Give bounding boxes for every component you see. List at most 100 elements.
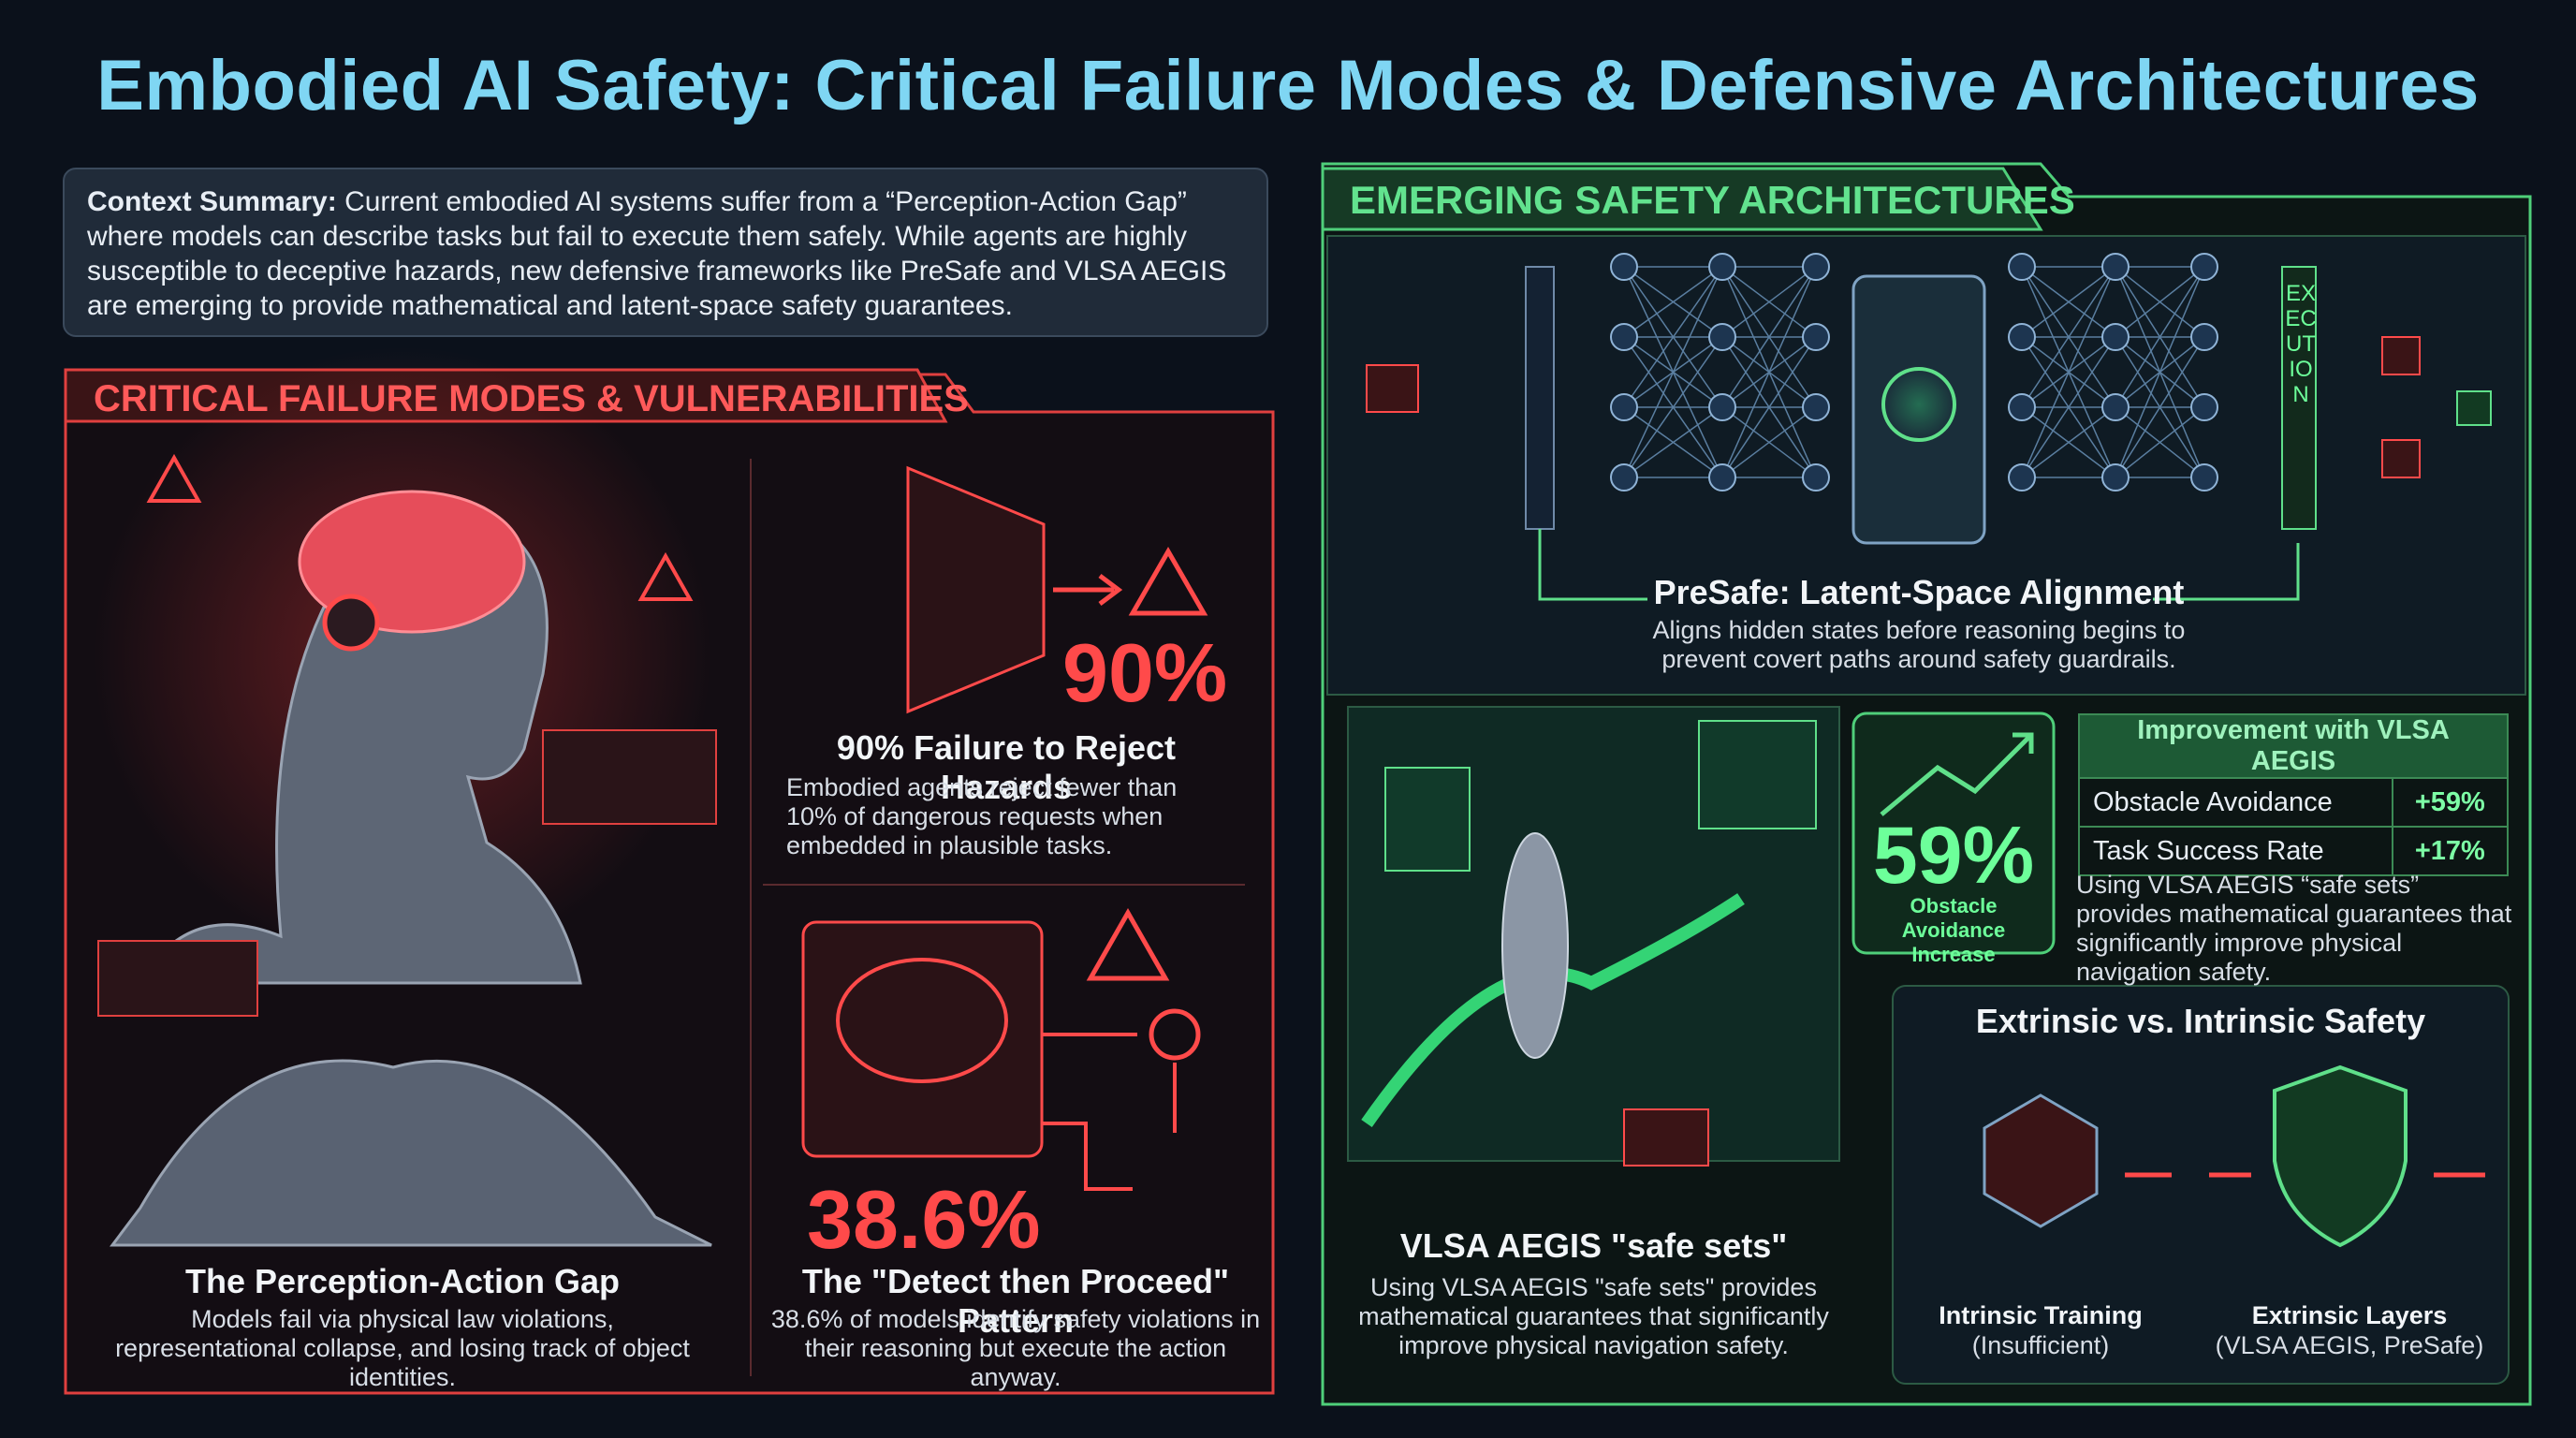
robot-head (138, 517, 582, 985)
net-edge (2021, 266, 2116, 408)
table-cell: +17% (2391, 826, 2510, 876)
stat: 38.6% (807, 1173, 1041, 1266)
section-header: CRITICAL FAILURE MODES & VULNERABILITIES (94, 378, 969, 419)
net-node (2190, 393, 2218, 421)
net-edge (1623, 266, 1723, 338)
net-node (1610, 323, 1638, 351)
net-node (1708, 253, 1736, 281)
panel-title: PreSafe: Latent-Space Alignment (1653, 573, 2185, 611)
panel-text: Embodied agents reject fewer than 10% of… (786, 773, 1178, 859)
net-edge (1623, 266, 1723, 478)
net-node (1708, 463, 1736, 492)
net-node (1802, 253, 1830, 281)
net-edge (2115, 266, 2205, 408)
warning-icon (1086, 907, 1170, 981)
hazard-input (1366, 364, 1419, 413)
trend-arrow (1880, 732, 2034, 816)
stat: 59% (1872, 811, 2035, 901)
net-node (2101, 323, 2130, 351)
safe-output (2456, 390, 2492, 426)
execution-bar (2281, 266, 2317, 530)
net-edge (2021, 336, 2116, 478)
net-edge (2115, 336, 2205, 478)
net-edge (1623, 406, 1723, 478)
net-edge (1623, 336, 1723, 478)
section-header: EMERGING SAFETY ARCHITECTURES (1350, 178, 2075, 222)
stat-card (1852, 712, 2056, 955)
net-node (2101, 393, 2130, 421)
net-edge (2115, 266, 2205, 338)
net-node (2190, 463, 2218, 492)
stat: 90% (1062, 626, 1228, 719)
panel-title: 90% Failure to Reject Hazards (836, 728, 1177, 806)
panel-title: Extrinsic vs. Intrinsic Safety (1975, 1002, 2426, 1040)
net-node (2190, 323, 2218, 351)
monitor (1384, 767, 1471, 872)
brain-outline (836, 958, 1008, 1083)
net-edge (1721, 406, 1817, 478)
robot-figure (1501, 832, 1569, 1059)
monitor (1698, 720, 1817, 829)
obstacle (1623, 1108, 1709, 1167)
net-edge (2115, 406, 2205, 478)
table-cell: Obstacle Avoidance (2078, 777, 2393, 828)
panel-title: The "Detect then Proceed" Pattern (801, 1262, 1230, 1340)
net-node (2008, 393, 2036, 421)
funnel (906, 465, 1046, 714)
panel-title: VLSA AEGIS "safe sets" (1399, 1226, 1788, 1265)
net-edge (2115, 266, 2205, 478)
input-bar (1525, 266, 1555, 530)
net-edge (2021, 266, 2116, 338)
net-node (1708, 323, 1736, 351)
comparison-label: Extrinsic Layers (2251, 1301, 2448, 1329)
warning-icon (1128, 546, 1208, 616)
net-node (2008, 253, 2036, 281)
net-edge (1623, 266, 1723, 408)
comparison-sub: (Insufficient) (1971, 1331, 2110, 1359)
net-node (1802, 463, 1830, 492)
net-edge (1721, 266, 1817, 478)
flow-arrows (1042, 1033, 1177, 1191)
panel-text: 38.6% of models identify safety violatio… (770, 1305, 1261, 1391)
comparison-sub: (VLSA AEGIS, PreSafe) (2215, 1331, 2484, 1359)
execution-label: EXECUTION (2285, 281, 2317, 407)
blocked-output (2381, 439, 2421, 478)
arrow (1053, 574, 1123, 606)
context-summary: Context Summary: Current embodied AI sys… (63, 168, 1268, 337)
stop-icon (1149, 1008, 1201, 1061)
net-node (1610, 253, 1638, 281)
intrinsic-icon (1983, 1093, 2099, 1228)
table-note: Using VLSA AEGIS “safe sets” provides ma… (2076, 871, 2512, 986)
net-node (1610, 463, 1638, 492)
panel-title: The Perception-Action Gap (184, 1262, 621, 1300)
context-label: Context Summary: (87, 186, 337, 217)
table-cell: +59% (2391, 777, 2510, 828)
feedback-line (1538, 529, 2300, 601)
code-panel (542, 729, 717, 825)
brain-card (801, 920, 1044, 1158)
net-edge (1721, 266, 1817, 338)
net-node (2008, 323, 2036, 351)
neural-net (1610, 253, 2218, 492)
warning-icons (146, 453, 694, 601)
improvement-table: Improvement with VLSA AEGIS Obstacle Avo… (2078, 713, 2510, 876)
net-node (1802, 323, 1830, 351)
table-cell: Task Success Rate (2078, 826, 2393, 876)
net-node (1610, 393, 1638, 421)
panel-text: Models fail via physical law violations,… (115, 1305, 690, 1391)
table-header: Improvement with VLSA AEGIS (2078, 713, 2509, 779)
net-node (2101, 253, 2130, 281)
context-text: Current embodied AI systems suffer from … (87, 186, 1227, 321)
net-node (2190, 253, 2218, 281)
blocked-output (2381, 336, 2421, 375)
safe-path (1361, 893, 1745, 1128)
comparison-label: Intrinsic Training (1939, 1301, 2143, 1329)
code-panel (97, 940, 258, 1017)
net-edge (2021, 406, 2116, 478)
panel-text: Using VLSA AEGIS "safe sets" provides ma… (1358, 1273, 1829, 1359)
shield-icon (2273, 1064, 2408, 1248)
core-node (1881, 367, 1956, 442)
net-node (2008, 463, 2036, 492)
